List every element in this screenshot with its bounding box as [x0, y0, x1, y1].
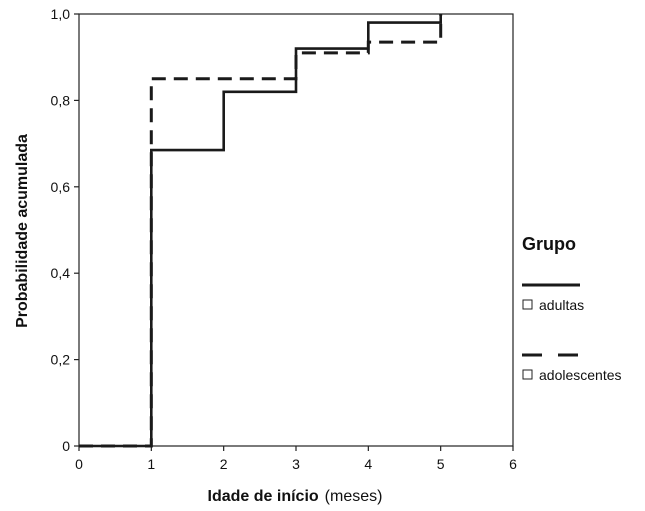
legend-marker-adolescentes: [522, 369, 533, 380]
y-tick-label: 0,8: [51, 92, 71, 108]
y-axis-title: Probabilidade acumulada: [14, 134, 31, 328]
y-tick-label: 1,0: [51, 6, 71, 22]
legend-title: Grupo: [522, 234, 576, 254]
x-tick-label: 1: [147, 456, 155, 472]
y-tick-label: 0,6: [51, 179, 71, 195]
series-line-adolescentes: [79, 14, 443, 448]
legend: Grupo adultas adolescentes: [522, 234, 622, 383]
y-tick-label: 0,4: [51, 265, 71, 281]
x-axis-title: Idade de início (meses): [208, 488, 383, 505]
x-tick-label: 0: [75, 456, 83, 472]
x-tick-label: 5: [437, 456, 445, 472]
x-tick-label: 3: [292, 456, 300, 472]
y-tick-label: 0,2: [51, 352, 71, 368]
series-line-adultas: [79, 14, 442, 448]
x-tick-label: 4: [364, 456, 372, 472]
x-tick-label: 2: [220, 456, 228, 472]
x-tick-label: 6: [509, 456, 517, 472]
legend-label-adultas: adultas: [539, 297, 584, 313]
legend-label-adolescentes: adolescentes: [539, 367, 622, 383]
series-lines: [79, 14, 443, 448]
x-ticks: 0 1 2 3 4 5 6: [75, 446, 517, 472]
y-tick-label: 0: [62, 438, 70, 454]
y-ticks: 0 0,2 0,4 0,6 0,8 1,0: [51, 6, 79, 454]
legend-items: adultas adolescentes: [522, 283, 622, 383]
legend-marker-adultas: [522, 299, 533, 310]
